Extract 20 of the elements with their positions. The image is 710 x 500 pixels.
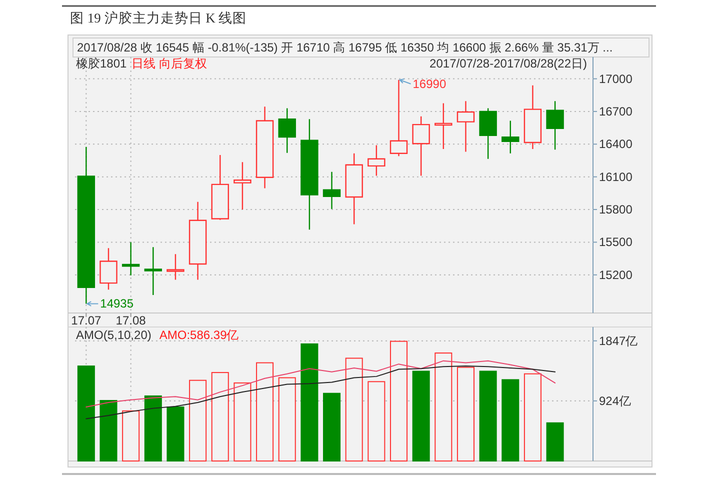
subtitle: 2017/08/28 收 16545 幅 -0.81%(-135) 开 16710 高 16795 低 16350 均 16600 振 2.66% 量 35.31万 ...	[77, 40, 613, 54]
annotation: 16990	[412, 76, 446, 91]
tick-label: 16400	[599, 137, 632, 152]
tick-label: 15500	[599, 235, 632, 250]
tick-label: 16700	[599, 104, 632, 118]
annotation: 2017/07/28-2017/08/28(22日)	[430, 56, 587, 70]
tick-label: 15200	[599, 268, 632, 282]
subtitle: AMO:586.39亿	[159, 328, 239, 342]
annotation: 橡胶1801	[76, 56, 127, 70]
annotation: 14935	[100, 296, 134, 311]
title: 图 19 沪胶主力走势日 K 线图	[70, 10, 247, 26]
tick-label: 15800	[599, 202, 632, 216]
tick-label: 17.08	[116, 314, 146, 328]
annotation: 日线 向后复权	[132, 56, 208, 70]
tick-label: 16100	[599, 170, 632, 184]
tick-label: 1847亿	[599, 334, 638, 348]
tick-label: 17000	[599, 72, 632, 86]
title: AMO(5,10,20)	[76, 328, 152, 342]
tick-label: 17.07	[71, 314, 102, 328]
tick-label: 924亿	[599, 394, 632, 408]
